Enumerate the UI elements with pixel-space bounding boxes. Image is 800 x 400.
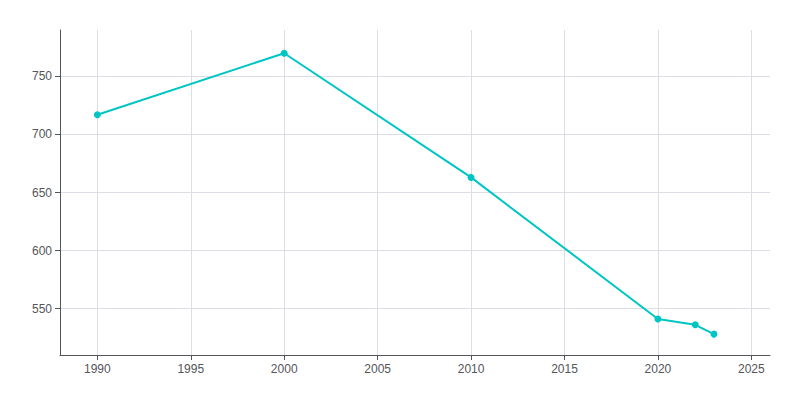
svg-text:750: 750: [32, 69, 52, 83]
svg-text:2015: 2015: [551, 362, 578, 376]
svg-text:2000: 2000: [271, 362, 298, 376]
svg-text:600: 600: [32, 244, 52, 258]
svg-text:2005: 2005: [364, 362, 391, 376]
svg-text:550: 550: [32, 302, 52, 316]
svg-text:650: 650: [32, 186, 52, 200]
svg-text:1990: 1990: [84, 362, 111, 376]
svg-text:700: 700: [32, 127, 52, 141]
svg-text:2020: 2020: [645, 362, 672, 376]
svg-text:2025: 2025: [738, 362, 765, 376]
svg-text:1995: 1995: [177, 362, 204, 376]
svg-text:2010: 2010: [458, 362, 485, 376]
